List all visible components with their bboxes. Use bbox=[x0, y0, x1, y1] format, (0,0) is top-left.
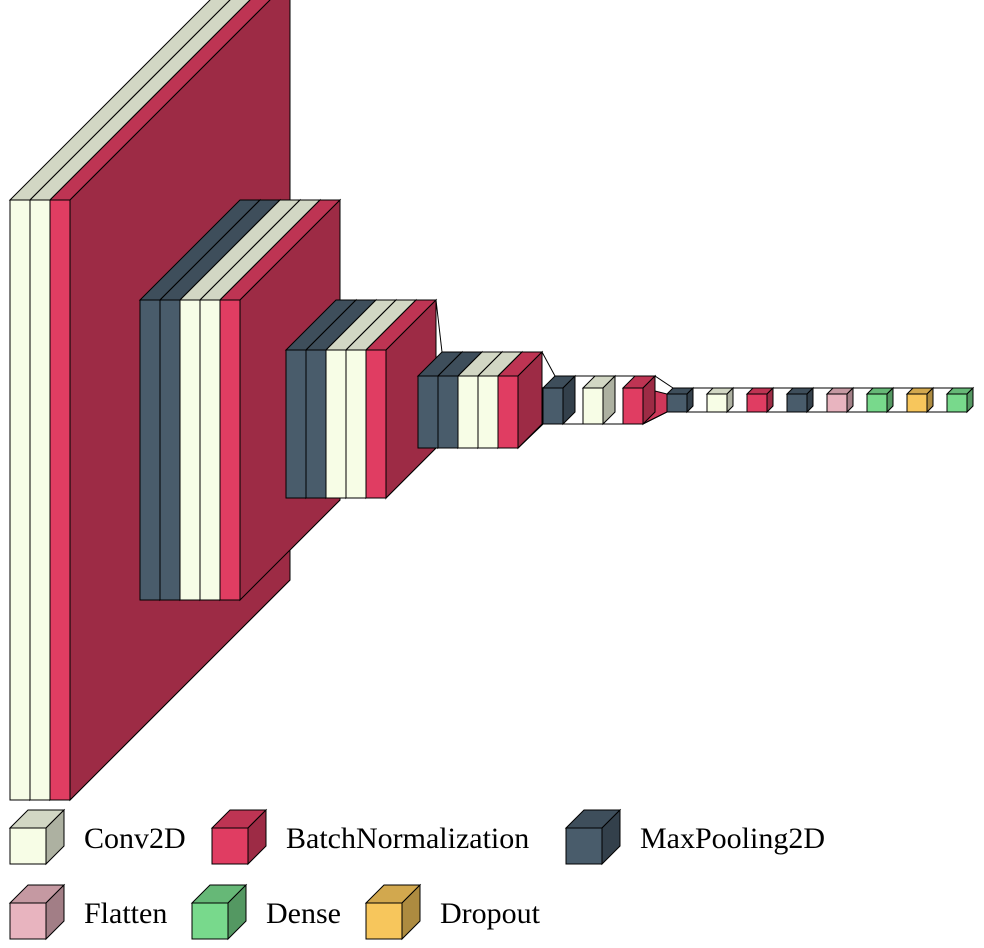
layer-front-face bbox=[706, 393, 728, 413]
layer-front-face bbox=[746, 393, 768, 413]
layer-front-face bbox=[497, 375, 519, 449]
layer-front-face bbox=[325, 349, 347, 499]
legend-swatch-front bbox=[211, 827, 249, 865]
legend-swatch-front bbox=[365, 902, 403, 940]
legend-label: BatchNormalization bbox=[286, 822, 529, 855]
layer-front-face bbox=[622, 387, 644, 425]
legend-label: Flatten bbox=[84, 897, 167, 930]
layer-dense bbox=[945, 386, 975, 414]
layer-dropout bbox=[905, 386, 935, 414]
layer-front-face bbox=[786, 393, 808, 413]
layer-front-face bbox=[285, 349, 307, 499]
layer-front-face bbox=[666, 393, 688, 413]
layer-conv2d bbox=[581, 374, 617, 426]
layer-batchnormalization bbox=[364, 298, 438, 500]
legend: Conv2D BatchNormalization MaxPooling2D Flat… bbox=[8, 808, 825, 941]
layer-batchnormalization bbox=[496, 350, 544, 450]
layer-front-face bbox=[477, 375, 499, 449]
layer-front-face bbox=[365, 349, 387, 499]
layer-maxpooling2d bbox=[665, 386, 695, 414]
legend-label: Conv2D bbox=[84, 822, 186, 855]
layer-front-face bbox=[542, 387, 564, 425]
layer-front-face bbox=[345, 349, 367, 499]
layer-front-face bbox=[199, 299, 221, 601]
layer-link-top bbox=[541, 351, 556, 377]
legend-swatch-front bbox=[9, 827, 47, 865]
layer-maxpooling2d bbox=[785, 386, 815, 414]
legend-item-maxpooling2d: MaxPooling2D bbox=[564, 808, 825, 866]
legend-item-dense: Dense bbox=[190, 883, 341, 941]
legend-item-dropout: Dropout bbox=[364, 883, 541, 941]
layer-front-face bbox=[29, 199, 51, 801]
legend-item-conv2d: Conv2D bbox=[8, 808, 186, 866]
legend-label: MaxPooling2D bbox=[640, 822, 825, 855]
layers-group bbox=[8, 0, 975, 802]
layer-front-face bbox=[9, 199, 31, 801]
layer-front-face bbox=[159, 299, 181, 601]
legend-swatch-front bbox=[9, 902, 47, 940]
layer-batchnormalization bbox=[745, 386, 775, 414]
legend-label: Dropout bbox=[440, 897, 541, 930]
layer-front-face bbox=[826, 393, 848, 413]
layer-front-face bbox=[305, 349, 327, 499]
layer-front-face bbox=[179, 299, 201, 601]
layer-flatten bbox=[825, 386, 855, 414]
layer-front-face bbox=[437, 375, 459, 449]
layer-conv2d bbox=[705, 386, 735, 414]
legend-swatch-front bbox=[565, 827, 603, 865]
layer-front-face bbox=[866, 393, 888, 413]
layer-link-top bbox=[435, 299, 443, 353]
legend-item-batchnormalization: BatchNormalization bbox=[210, 808, 529, 866]
layer-front-face bbox=[582, 387, 604, 425]
layer-batchnormalization bbox=[621, 374, 657, 426]
legend-item-flatten: Flatten bbox=[8, 883, 167, 941]
layer-front-face bbox=[946, 393, 968, 413]
layer-front-face bbox=[457, 375, 479, 449]
layer-front-face bbox=[49, 199, 71, 801]
layer-front-face bbox=[906, 393, 928, 413]
layer-link-bottom bbox=[642, 411, 668, 425]
layer-maxpooling2d bbox=[541, 374, 577, 426]
layer-front-face bbox=[417, 375, 439, 449]
layer-link-top bbox=[654, 375, 674, 389]
legend-label: Dense bbox=[266, 897, 341, 930]
layer-front-face bbox=[139, 299, 161, 601]
layer-front-face bbox=[219, 299, 241, 601]
legend-swatch-front bbox=[191, 902, 229, 940]
layer-dense bbox=[865, 386, 895, 414]
